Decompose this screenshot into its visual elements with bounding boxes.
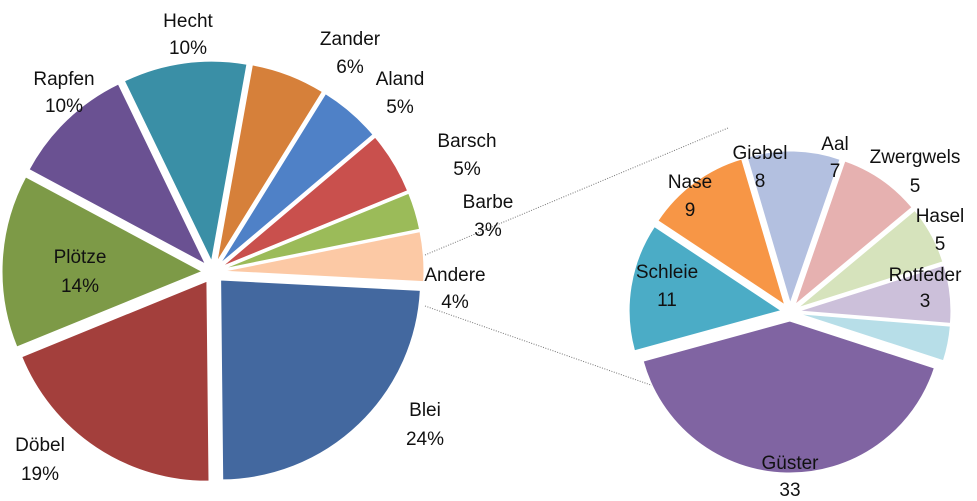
pie-slice — [797, 209, 944, 309]
value-label: 6% — [336, 57, 364, 78]
slice-label: Plötze — [54, 247, 107, 268]
slice-label: Aal — [821, 134, 848, 155]
pie-slice — [21, 280, 210, 482]
pie-slice — [798, 313, 951, 362]
slice-label: Barbe — [463, 192, 514, 213]
value-label: 5% — [386, 97, 414, 118]
value-label: 10% — [169, 38, 207, 59]
pie-slice — [798, 264, 952, 324]
slice-label: Nase — [668, 172, 712, 193]
value-label: 5 — [910, 176, 921, 197]
slice-label: Hasel — [916, 206, 965, 227]
slice-label: Giebel — [733, 143, 788, 164]
slice-label: Döbel — [15, 435, 65, 456]
slice-label: Zander — [320, 29, 381, 50]
value-label: 4% — [441, 292, 469, 313]
value-label: 24% — [406, 429, 444, 450]
pie-slice — [220, 279, 421, 481]
pie-slice — [216, 64, 324, 262]
pie-slice — [223, 231, 425, 283]
pie-slice — [746, 150, 841, 305]
value-label: 11 — [657, 290, 677, 311]
pie-slice — [794, 160, 913, 307]
slice-label: Andere — [424, 265, 485, 286]
pie-slice — [628, 225, 783, 352]
slice-label: Blei — [409, 400, 441, 421]
slice-label: Rapfen — [33, 69, 94, 90]
pie-slice — [642, 320, 935, 474]
pie-slice — [123, 60, 248, 263]
value-label: 19% — [21, 464, 59, 485]
pie-slice — [219, 93, 374, 265]
pie-slice — [657, 158, 786, 306]
value-label: 3 — [920, 291, 931, 312]
slice-label: Zwergwels — [870, 147, 961, 168]
value-label: 3% — [474, 220, 502, 241]
value-label: 10% — [45, 96, 83, 117]
slice-label: Güster — [761, 453, 819, 474]
slice-label: Aland — [376, 69, 425, 90]
value-label: 14% — [61, 276, 99, 297]
value-label: 7 — [830, 161, 841, 182]
value-label: 33 — [779, 480, 800, 501]
pie-slice — [1, 176, 204, 348]
value-label: 5% — [453, 159, 481, 180]
pie-slice — [223, 192, 421, 270]
value-label: 8 — [755, 171, 766, 192]
value-label: 9 — [685, 200, 696, 221]
slice-label: Hecht — [163, 11, 213, 32]
pie-slice — [28, 83, 207, 266]
slice-label: Barsch — [437, 131, 496, 152]
slice-label: Schleie — [636, 262, 698, 283]
value-label: 5 — [935, 234, 946, 255]
slice-label: Rotfeder — [889, 265, 963, 286]
pie-slice — [222, 136, 409, 267]
